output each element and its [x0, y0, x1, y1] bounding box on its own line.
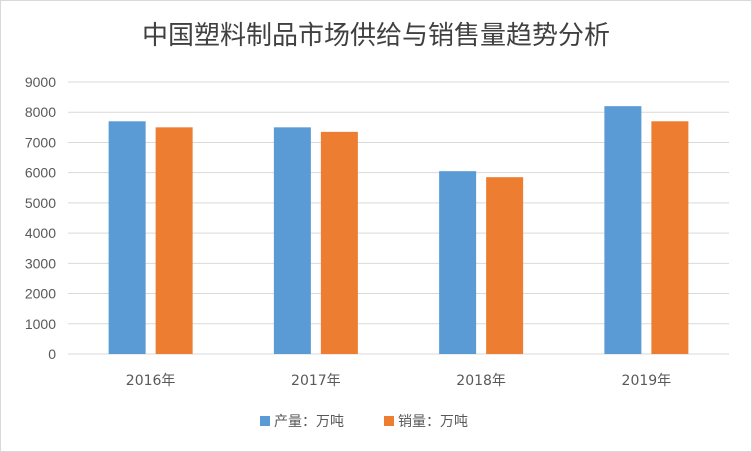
bar-series2-2	[320, 131, 358, 354]
y-axis-ticks: 0 1000 2000 3000 4000 5000 6000 7000 8000 9000	[25, 74, 56, 362]
y-tick-label: 3000	[25, 255, 56, 271]
legend-label-1: 产量：万吨	[274, 414, 344, 430]
legend: 产量：万吨 销量：万吨	[260, 414, 468, 430]
legend-swatch-1	[260, 416, 270, 426]
legend-swatch-2	[384, 416, 394, 426]
bar-series1-3	[439, 171, 477, 354]
bar-series2-4	[651, 121, 689, 355]
legend-label-2: 销量：万吨	[398, 414, 468, 430]
y-tick-label: 9000	[25, 74, 56, 90]
x-tick-label: 2017年	[291, 373, 341, 389]
x-tick-label: 2018年	[456, 373, 506, 389]
y-tick-label: 0	[48, 346, 56, 362]
bar-series2-1	[155, 127, 193, 354]
bar-series1-1	[108, 121, 146, 355]
x-tick-label: 2019年	[622, 373, 672, 389]
y-tick-label: 4000	[25, 225, 56, 241]
x-tick-label: 2016年	[126, 373, 176, 389]
y-tick-label: 1000	[25, 316, 56, 332]
x-axis-ticks: 2016年 2017年 2018年 2019年	[126, 373, 671, 389]
bar-series1-2	[273, 127, 311, 354]
y-tick-label: 6000	[25, 165, 56, 181]
bars	[108, 106, 689, 355]
chart-title: 中国塑料制品市场供给与销售量趋势分析	[142, 21, 610, 51]
y-tick-label: 7000	[25, 134, 56, 150]
bar-series2-3	[486, 177, 524, 354]
y-tick-label: 8000	[25, 104, 56, 120]
y-tick-label: 5000	[25, 195, 56, 211]
y-tick-label: 2000	[25, 286, 56, 302]
bar-series1-4	[604, 106, 642, 354]
